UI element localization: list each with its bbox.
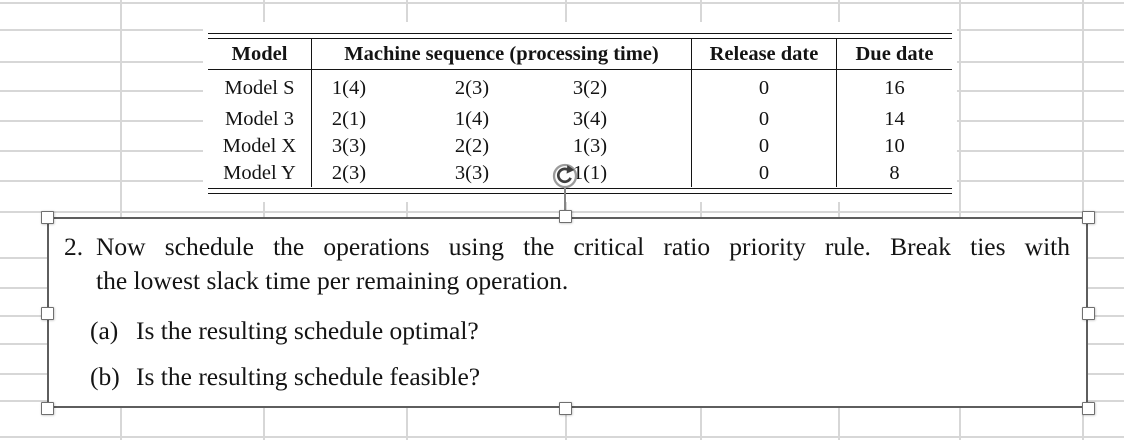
table-row: Model 3 2(1) 1(4) 3(4) 0 14 — [208, 106, 952, 133]
resize-handle-bottom-right[interactable] — [1081, 401, 1095, 415]
cell-release: 0 — [691, 106, 836, 133]
header-sequence: Machine sequence (processing time) — [311, 38, 691, 70]
seq-op1: 2(1) — [331, 108, 367, 130]
table-header-row: Model Machine sequence (processing time)… — [208, 38, 952, 70]
cell-model: Model Y — [223, 162, 296, 184]
seq-op2: 2(3) — [454, 77, 490, 99]
gridline-horizontal — [0, 436, 1124, 438]
seq-op1: 1(4) — [331, 77, 367, 99]
question-paragraph: 2. Now schedule the operations using the… — [64, 230, 1070, 298]
cell-release: 0 — [691, 160, 836, 187]
seq-op2: 1(4) — [454, 108, 490, 130]
seq-op1: 3(3) — [331, 135, 367, 157]
seq-op2: 3(3) — [454, 162, 490, 184]
item-label: (b) — [90, 362, 120, 391]
resize-handle-top-middle[interactable] — [558, 209, 572, 223]
item-label: (a) — [90, 316, 119, 345]
cell-release: 0 — [691, 133, 836, 160]
table-top-rule — [208, 33, 952, 39]
table-row: Model S 1(4) 2(3) 3(2) 0 16 — [208, 70, 952, 106]
resize-handle-middle-right[interactable] — [1081, 306, 1095, 320]
resize-handle-top-left[interactable] — [40, 210, 54, 224]
seq-op3: 3(4) — [572, 108, 608, 130]
cell-due: 16 — [836, 70, 952, 106]
cell-due: 10 — [836, 133, 952, 160]
question-item-a: (a) Is the resulting schedule optimal? — [90, 314, 1086, 348]
header-model: Model — [208, 39, 311, 70]
cell-sequence: 1(4) 2(3) 3(2) — [311, 70, 691, 106]
question-textbox[interactable]: 2. Now schedule the operations using the… — [47, 217, 1088, 408]
question-line2: the lowest slack time per remaining oper… — [96, 266, 569, 295]
seq-op3: 3(2) — [572, 77, 608, 99]
cell-model: Model 3 — [225, 108, 294, 130]
header-due-date: Due date — [836, 38, 952, 70]
machine-table: Model Machine sequence (processing time)… — [208, 38, 952, 187]
resize-handle-top-right[interactable] — [1081, 210, 1095, 224]
table-picture[interactable]: Model Machine sequence (processing time)… — [203, 22, 957, 202]
header-release-date: Release date — [691, 38, 836, 70]
seq-op3: 1(1) — [572, 162, 608, 184]
gridline-horizontal — [0, 2, 1124, 4]
question-line1: Now schedule the operations using the cr… — [96, 232, 1070, 261]
cell-sequence: 3(3) 2(2) 1(3) — [311, 133, 691, 160]
resize-handle-bottom-middle[interactable] — [558, 401, 572, 415]
item-text: Is the resulting schedule optimal? — [136, 316, 479, 345]
item-text: Is the resulting schedule feasible? — [136, 362, 481, 391]
resize-handle-middle-left[interactable] — [40, 306, 54, 320]
cell-model: Model X — [222, 135, 297, 157]
cell-due: 8 — [836, 160, 952, 187]
seq-op3: 1(3) — [572, 135, 608, 157]
seq-op1: 2(3) — [331, 162, 367, 184]
table-row: Model X 3(3) 2(2) 1(3) 0 10 — [208, 133, 952, 160]
rotate-handle-stem — [563, 186, 566, 212]
resize-handle-bottom-left[interactable] — [40, 401, 54, 415]
table-row: Model Y 2(3) 3(3) 1(1) 0 8 — [208, 160, 952, 187]
question-number: 2. — [64, 232, 84, 261]
question-item-b: (b) Is the resulting schedule feasible? — [90, 360, 1086, 394]
cell-release: 0 — [691, 70, 836, 106]
cell-due: 14 — [836, 106, 952, 133]
cell-sequence: 2(3) 3(3) 1(1) — [311, 160, 691, 187]
table-bottom-rule — [208, 188, 952, 194]
cell-sequence: 2(1) 1(4) 3(4) — [311, 106, 691, 133]
cell-model: Model S — [224, 77, 295, 99]
seq-op2: 2(2) — [454, 135, 490, 157]
rotate-clockwise-icon[interactable] — [551, 162, 579, 190]
